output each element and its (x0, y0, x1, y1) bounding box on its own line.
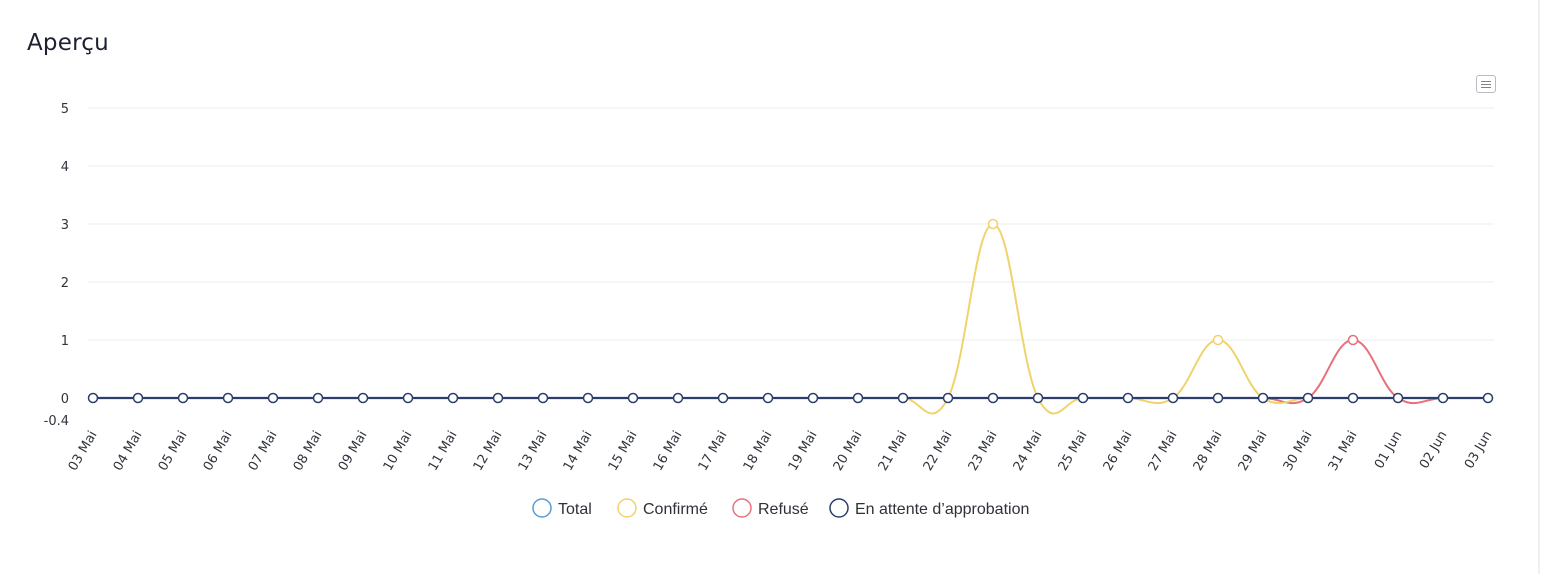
y-tick-label: 1 (61, 334, 69, 349)
x-tick-label: 28 Mai (1191, 429, 1226, 474)
data-point[interactable] (582, 392, 594, 404)
legend-item[interactable]: Refusé (732, 498, 809, 518)
data-point[interactable] (1212, 392, 1224, 404)
data-point[interactable] (1392, 392, 1404, 404)
data-point[interactable] (402, 392, 414, 404)
data-point[interactable] (87, 392, 99, 404)
x-tick-label: 25 Mai (1056, 429, 1091, 474)
data-point[interactable] (672, 392, 684, 404)
y-tick-label: 4 (61, 160, 69, 175)
data-point[interactable] (942, 392, 954, 404)
series-line (93, 222, 1488, 415)
legend-marker-icon (829, 498, 849, 518)
x-tick-label: 07 Mai (246, 429, 281, 474)
x-tick-label: 10 Mai (381, 429, 416, 474)
x-tick-label: 06 Mai (201, 429, 236, 474)
data-point[interactable] (222, 392, 234, 404)
y-tick-label: 3 (61, 218, 69, 233)
data-point[interactable] (807, 392, 819, 404)
data-point[interactable] (1167, 392, 1179, 404)
data-point[interactable] (627, 392, 639, 404)
data-point[interactable] (492, 392, 504, 404)
x-tick-label: 31 Mai (1326, 429, 1361, 474)
data-point[interactable] (177, 392, 189, 404)
x-tick-label: 18 Mai (741, 429, 776, 474)
legend-label: Refusé (758, 501, 809, 518)
data-point[interactable] (717, 392, 729, 404)
data-point[interactable] (1212, 334, 1224, 346)
chart-gridlines (88, 107, 1494, 399)
data-point[interactable] (762, 392, 774, 404)
legend-marker-icon (532, 498, 552, 518)
y-tick-label: 2 (61, 276, 69, 291)
x-tick-label: 13 Mai (516, 429, 551, 474)
data-point[interactable] (987, 392, 999, 404)
x-tick-label: 17 Mai (696, 429, 731, 474)
data-point[interactable] (267, 392, 279, 404)
data-point[interactable] (852, 392, 864, 404)
series-line (93, 338, 1488, 405)
x-tick-label: 12 Mai (471, 429, 506, 474)
x-tick-label: 29 Mai (1236, 429, 1271, 474)
data-point[interactable] (447, 392, 459, 404)
x-tick-label: 26 Mai (1101, 429, 1136, 474)
x-tick-label: 02 Jun (1417, 429, 1450, 472)
data-point[interactable] (1077, 392, 1089, 404)
x-tick-label: 09 Mai (336, 429, 371, 474)
x-tick-label: 14 Mai (561, 429, 596, 474)
data-point[interactable] (1437, 392, 1449, 404)
x-tick-label: 11 Mai (426, 429, 461, 474)
x-tick-label: 15 Mai (606, 429, 641, 474)
data-point[interactable] (312, 392, 324, 404)
data-point[interactable] (132, 392, 144, 404)
legend-label: En attente d’approbation (855, 501, 1029, 518)
y-axis: 5 4 3 2 1 0 -0.4 (44, 102, 69, 429)
x-axis: 03 Mai 04 Mai 05 Mai 06 Mai 07 Mai 08 Mai 09 M… (66, 429, 1496, 474)
page-title: Aperçu (27, 30, 109, 56)
data-point[interactable] (987, 218, 999, 230)
data-point[interactable] (1347, 334, 1359, 346)
hamburger-menu-icon[interactable] (1476, 75, 1496, 93)
data-point[interactable] (1482, 392, 1494, 404)
chart-series-lines (93, 222, 1488, 415)
x-tick-label: 22 Mai (921, 429, 956, 474)
legend-item[interactable]: En attente d’approbation (829, 498, 1029, 518)
data-point[interactable] (1302, 392, 1314, 404)
data-point[interactable] (357, 392, 369, 404)
x-tick-label: 03 Jun (1462, 429, 1495, 472)
legend-item[interactable]: Confirmé (617, 498, 708, 518)
legend-marker-icon (732, 498, 752, 518)
x-tick-label: 27 Mai (1146, 429, 1181, 474)
x-tick-label: 16 Mai (651, 429, 686, 474)
x-tick-label: 23 Mai (966, 429, 1001, 474)
chart-points (87, 218, 1494, 404)
data-point[interactable] (1032, 392, 1044, 404)
y-tick-label: 5 (61, 102, 69, 117)
data-point[interactable] (1257, 392, 1269, 404)
x-tick-label: 30 Mai (1281, 429, 1316, 474)
x-tick-label: 21 Mai (876, 429, 911, 474)
x-tick-label: 01 Jun (1372, 429, 1405, 472)
x-tick-label: 24 Mai (1011, 429, 1046, 474)
legend-marker-icon (617, 498, 637, 518)
x-tick-label: 05 Mai (156, 429, 191, 474)
x-tick-label: 19 Mai (786, 429, 821, 474)
y-tick-label: 0 (61, 392, 69, 407)
data-point[interactable] (1122, 392, 1134, 404)
x-tick-label: 08 Mai (291, 429, 326, 474)
data-point[interactable] (537, 392, 549, 404)
x-tick-label: 03 Mai (66, 429, 101, 474)
data-point[interactable] (897, 392, 909, 404)
y-tick-label: -0.4 (44, 414, 69, 429)
data-point[interactable] (1347, 392, 1359, 404)
legend-item[interactable]: Total (532, 498, 592, 518)
x-tick-label: 04 Mai (111, 429, 146, 474)
x-tick-label: 20 Mai (831, 429, 866, 474)
legend-label: Confirmé (643, 501, 708, 518)
legend-label: Total (558, 501, 592, 518)
chart-legend: Total Confirmé Refusé En attente d’approbat… (532, 498, 1029, 518)
